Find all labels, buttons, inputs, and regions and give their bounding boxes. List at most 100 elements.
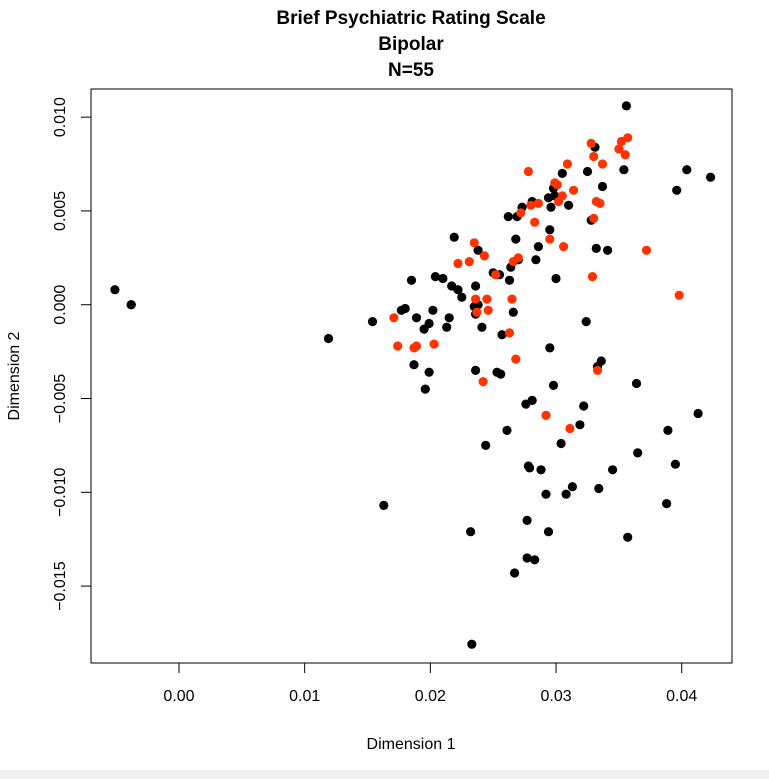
chart-title: Brief Psychiatric Rating Scale [276,8,545,29]
data-point-black [556,438,566,449]
data-point-black [545,343,555,353]
y-tick-label: 0.000 [52,285,69,325]
data-point-black [457,292,467,302]
data-point-black [631,378,642,389]
y-tick-label: 0.010 [52,97,69,137]
data-point-black [367,317,378,327]
data-point-black [693,408,703,419]
data-point-red [516,208,526,218]
data-point-red [472,307,482,317]
y-axis: −0.015 −0.010 −0.005 0.000 0.005 0.010 [52,97,92,611]
data-point-black [522,515,532,526]
plot-frame [90,88,733,664]
data-point-black [424,367,434,377]
data-point-black [706,172,716,182]
data-point-black [496,369,506,379]
data-point-black [545,225,555,235]
data-point-red [471,294,481,304]
data-point-black [504,275,515,285]
data-point-black [406,275,417,285]
data-point-black [597,181,608,192]
data-point-red [623,133,633,143]
data-point-black [672,185,682,195]
data-point-red [569,185,579,195]
y-tick-label: −0.010 [52,468,69,517]
data-point-black [481,440,491,450]
data-point-red [530,217,540,227]
data-point-red [552,180,562,190]
data-point-black [511,234,521,244]
data-point-black [527,395,537,405]
data-point-red [589,213,599,223]
data-point-black [126,300,136,310]
data-point-black [543,527,554,537]
data-point-red [674,290,684,300]
data-point-red [641,245,652,255]
data-point-black [579,401,589,411]
data-point-black [548,380,559,390]
data-point-red [469,238,479,248]
data-point-red [507,294,517,304]
data-point-black [596,356,606,366]
bottom-strip [0,770,769,779]
data-point-red [504,328,515,338]
data-point-red [478,377,488,387]
data-point-red [491,270,501,280]
data-point-red [614,144,624,154]
data-point-black [323,333,334,344]
data-point-black [582,166,593,177]
data-point-red [479,251,489,261]
data-point-black [536,465,546,475]
data-point-red [523,166,534,177]
data-point-red [393,341,403,351]
chart-subtitle-bipolar: Bipolar [378,34,444,55]
data-point-red [464,257,474,267]
data-point-black [379,500,389,510]
data-point-black [411,313,422,323]
x-axis: 0.00 0.01 0.02 0.03 0.04 [163,662,697,705]
data-point-black [442,322,452,332]
data-point-red [562,159,573,169]
data-point-black [623,532,633,542]
x-axis-label: Dimension 1 [367,736,456,753]
data-point-black [581,317,591,327]
data-point-black [525,463,535,473]
data-point-black [110,285,120,295]
data-point-black [502,425,512,435]
data-point-black [682,165,692,175]
data-point-black [466,527,476,537]
data-point-black [409,360,419,370]
data-point-black [633,448,643,458]
data-point-red [587,272,598,282]
data-point-black [522,553,532,563]
data-point-black [471,281,481,291]
data-point-red [559,242,569,252]
data-point-red [411,341,422,351]
data-point-black [670,459,681,469]
data-point-red [533,198,544,208]
data-point-black [561,489,571,499]
data-point-black [444,313,454,323]
data-point-red [513,253,523,263]
chart-subtitle-n: N=55 [388,60,434,81]
data-point-black [564,200,574,210]
data-point-black [467,639,477,649]
data-point-black [449,232,459,242]
y-tick-label: −0.005 [52,374,69,423]
data-point-black [509,568,520,578]
data-point-red [557,191,567,201]
data-point-red [545,234,555,244]
data-points [110,101,716,649]
data-point-black [619,165,629,175]
data-point-black [438,273,448,284]
x-tick-label: 0.03 [540,688,571,705]
data-point-black [621,101,632,111]
data-point-black [497,330,507,340]
data-point-black [428,305,438,315]
data-point-black [551,273,561,284]
data-point-black [424,318,434,329]
data-point-black [546,202,556,212]
data-point-red [483,305,493,315]
x-tick-label: 0.01 [289,688,320,705]
